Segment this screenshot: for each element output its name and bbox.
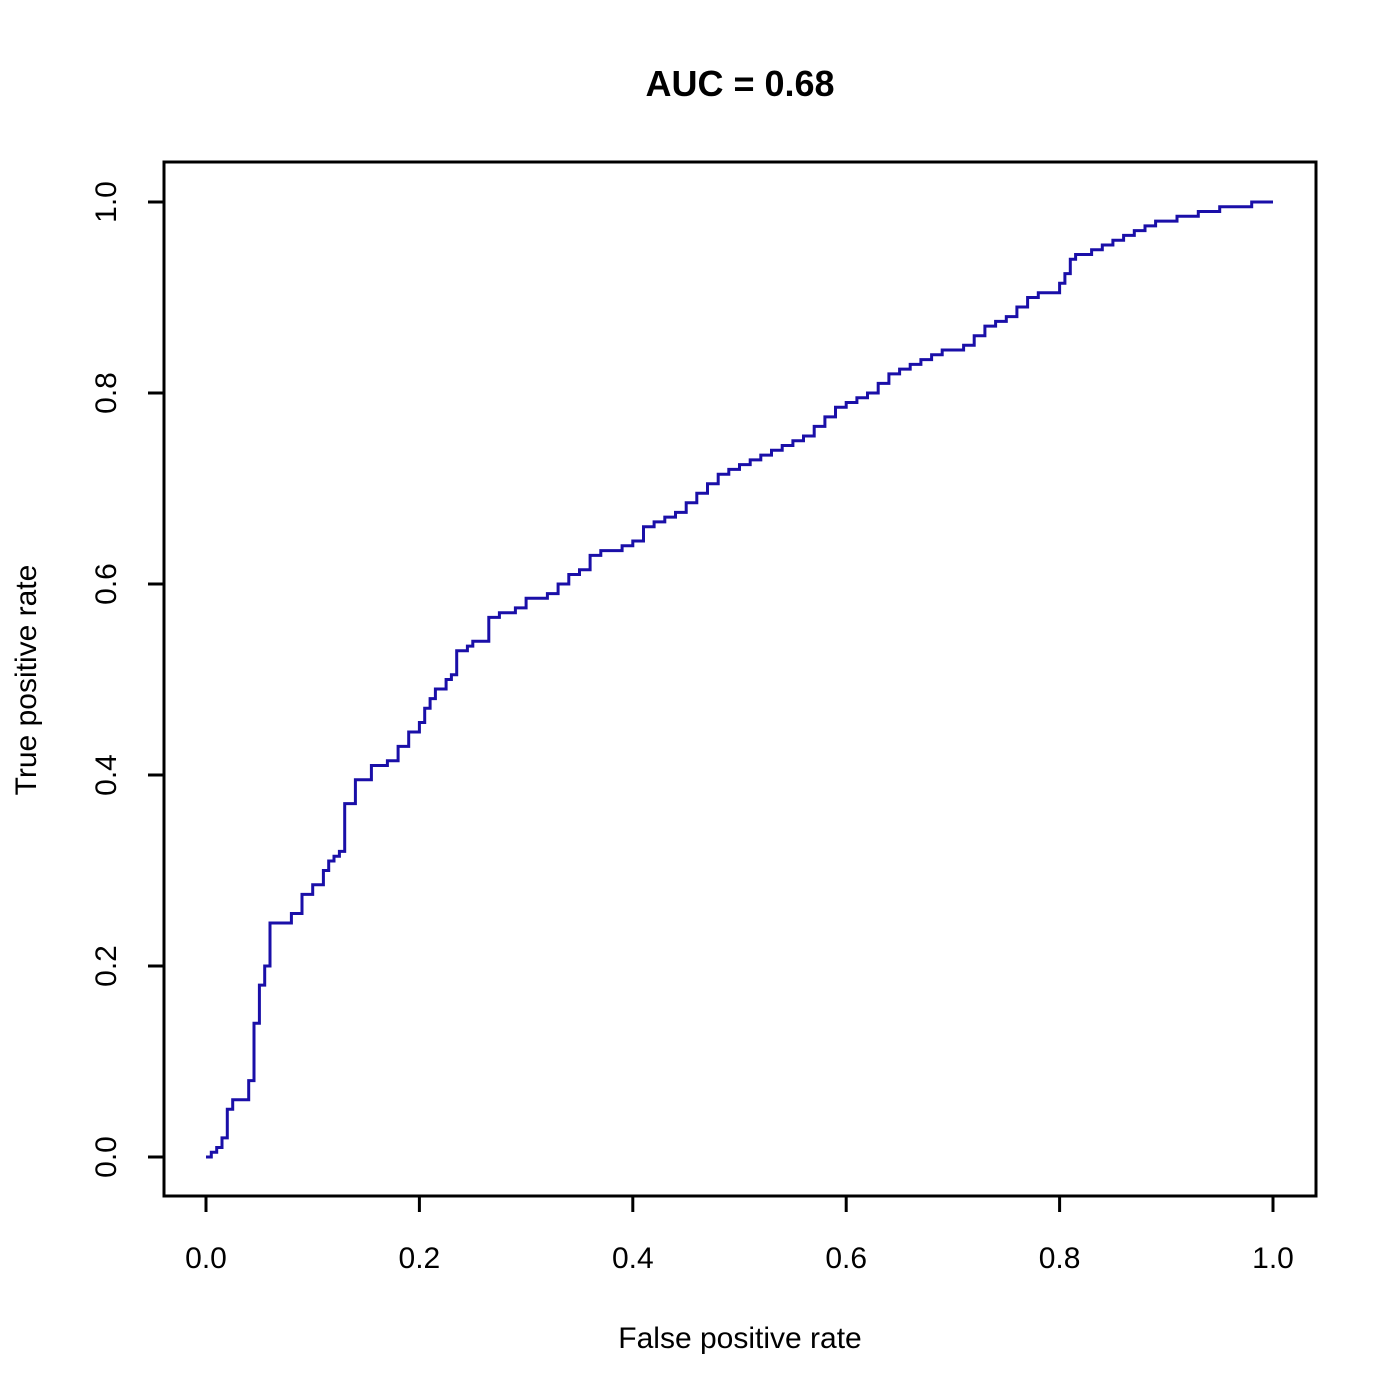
x-tick-label: 0.6 — [825, 1242, 867, 1275]
y-tick-label: 1.0 — [90, 181, 123, 223]
y-tick-label: 0.2 — [90, 945, 123, 987]
x-tick-label: 0.0 — [185, 1242, 227, 1275]
chart-title: AUC = 0.68 — [645, 63, 834, 104]
y-tick-label: 0.8 — [90, 372, 123, 414]
x-axis: 0.0 0.2 0.4 0.6 0.8 1.0 — [185, 1194, 1294, 1275]
x-axis-label: False positive rate — [618, 1322, 861, 1355]
y-tick-label: 0.6 — [90, 563, 123, 605]
y-tick-label: 0.4 — [90, 754, 123, 796]
x-tick-label: 0.4 — [612, 1242, 654, 1275]
roc-curve — [206, 200, 1273, 1159]
y-axis-label: True positive rate — [10, 565, 43, 796]
x-tick-label: 0.2 — [399, 1242, 441, 1275]
x-tick-label: 0.8 — [1039, 1242, 1081, 1275]
y-tick-label: 0.0 — [90, 1136, 123, 1178]
x-tick-label: 1.0 — [1252, 1242, 1294, 1275]
y-axis: 0.0 0.2 0.4 0.6 0.8 1.0 — [90, 181, 166, 1178]
series-layer — [206, 200, 1273, 1159]
plot-frame — [162, 160, 1318, 1198]
